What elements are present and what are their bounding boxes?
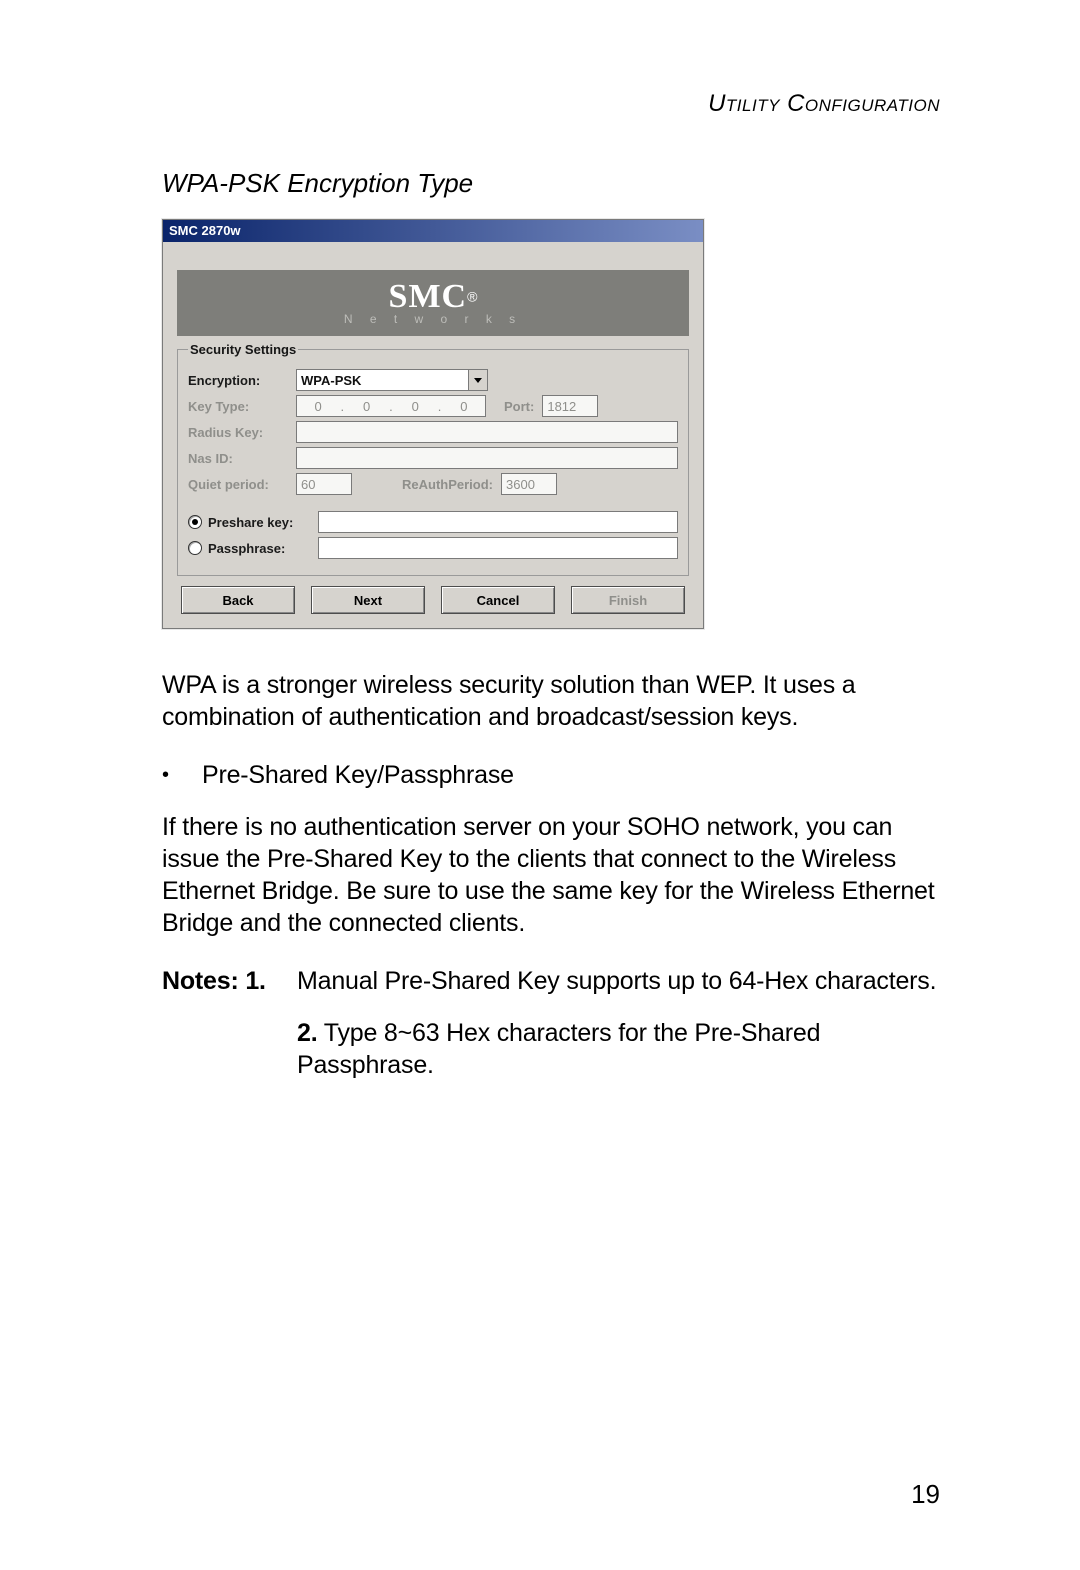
document-page: Utility Configuration WPA-PSK Encryption… [0,0,1080,1570]
presharekey-field[interactable] [318,511,678,533]
bullet-icon: • [162,759,202,791]
presharekey-label: Preshare key: [208,515,310,530]
finish-button: Finish [571,586,685,614]
page-number: 19 [911,1479,940,1510]
brand-logo-band: SMC® N e t w o r k s [177,270,689,336]
ip-dot: . [389,399,393,414]
brand-logo: SMC® [389,280,478,314]
body-text-block: WPA is a stronger wireless security solu… [162,669,940,1081]
back-button[interactable]: Back [181,586,295,614]
note-2-text: Type 8~63 Hex characters for the Pre-Sha… [297,1019,820,1079]
encryption-select-value: WPA-PSK [301,373,361,388]
reauth-period-field [501,473,557,495]
encryption-select[interactable]: WPA-PSK [296,369,488,391]
brand-logo-text: SMC [389,278,468,315]
page-header: Utility Configuration [162,90,940,118]
passphrase-radio[interactable] [188,541,202,555]
keytype-row: Key Type: 0 . 0 . 0 . 0 Port: [188,395,678,417]
dialog-body: SMC® N e t w o r k s Security Settings E… [163,242,703,628]
cancel-button[interactable]: Cancel [441,586,555,614]
ip-octet-1: 0 [314,399,321,414]
nasid-row: Nas ID: [188,447,678,469]
quiet-period-field [296,473,352,495]
radiuskey-row: Radius Key: [188,421,678,443]
presharekey-row: Preshare key: [188,511,678,533]
ip-octet-2: 0 [363,399,370,414]
security-settings-group: Security Settings Encryption: WPA-PSK Ke… [177,342,689,576]
dialog-window: SMC 2870w SMC® N e t w o r k s Security … [162,219,704,629]
dropdown-arrow-button[interactable] [468,370,487,390]
presharekey-radio[interactable] [188,515,202,529]
note-1-text: Manual Pre-Shared Key supports up to 64-… [297,965,936,997]
ip-dot: . [438,399,442,414]
ip-octet-4: 0 [460,399,467,414]
chevron-down-icon [474,378,482,383]
note-2: 2. Type 8~63 Hex characters for the Pre-… [162,1017,940,1081]
radiuskey-label: Radius Key: [188,425,288,440]
quiet-period-label: Quiet period: [188,477,288,492]
next-button[interactable]: Next [311,586,425,614]
quiet-reauth-row: Quiet period: ReAuthPeriod: [188,473,678,495]
bullet-item: • Pre-Shared Key/Passphrase [162,759,940,791]
registered-icon: ® [467,288,477,304]
encryption-row: Encryption: WPA-PSK [188,369,678,391]
section-title: WPA-PSK Encryption Type [162,168,940,199]
paragraph-1: WPA is a stronger wireless security solu… [162,669,940,733]
encryption-label: Encryption: [188,373,288,388]
passphrase-field[interactable] [318,537,678,559]
passphrase-label: Passphrase: [208,541,310,556]
bullet-text: Pre-Shared Key/Passphrase [202,759,514,791]
paragraph-2: If there is no authentication server on … [162,811,940,939]
ip-octet-3: 0 [412,399,419,414]
radiuskey-field [296,421,678,443]
keytype-ip-field: 0 . 0 . 0 . 0 [296,395,486,417]
radio-dot-icon [192,519,198,525]
passphrase-row: Passphrase: [188,537,678,559]
keytype-label: Key Type: [188,399,288,414]
button-bar: Back Next Cancel Finish [177,586,689,618]
reauth-period-label: ReAuthPeriod: [402,477,493,492]
nasid-label: Nas ID: [188,451,288,466]
nasid-field [296,447,678,469]
group-legend: Security Settings [188,342,298,357]
brand-logo-sub: N e t w o r k s [344,312,522,326]
window-titlebar: SMC 2870w [163,220,703,242]
port-label: Port: [504,399,534,414]
ip-dot: . [341,399,345,414]
note-2-number: 2. [297,1019,317,1047]
notes-label: Notes: 1. [162,965,297,997]
notes-block: Notes: 1. Manual Pre-Shared Key supports… [162,965,940,997]
port-field [542,395,598,417]
